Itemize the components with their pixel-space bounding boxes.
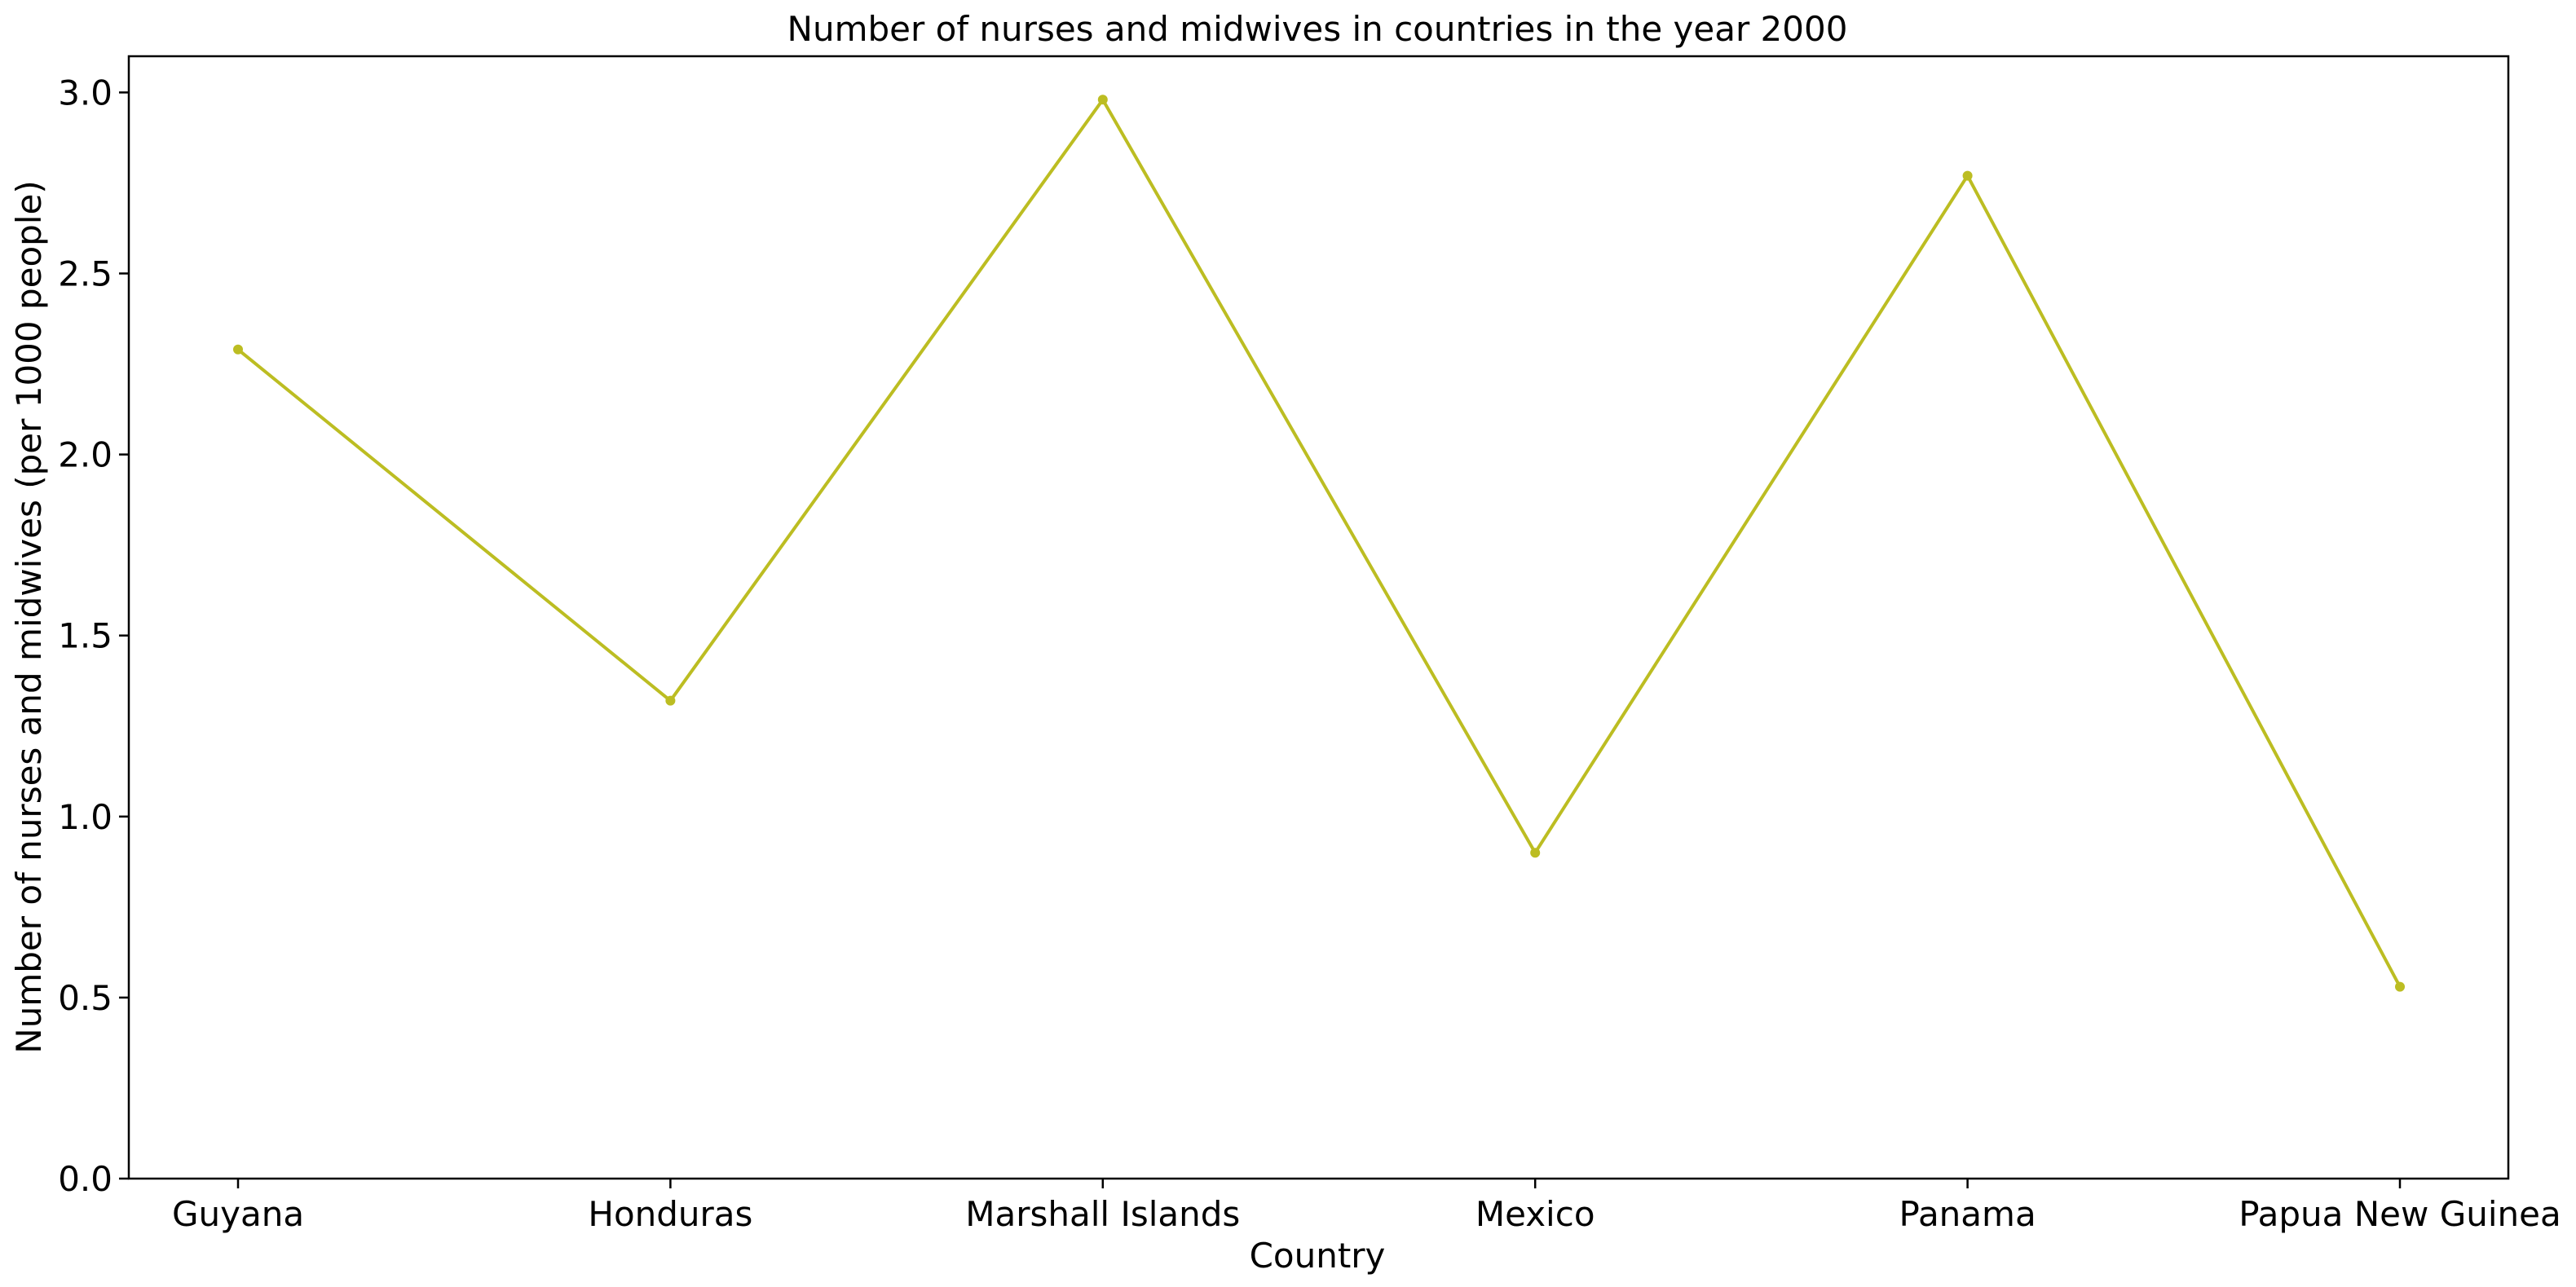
data-point [1097,95,1108,105]
y-tick-label: 2.5 [58,254,112,294]
plot-frame [127,55,2510,1180]
series-line [236,98,2402,988]
x-tick-label: Panama [1899,1194,2036,1234]
y-tick-label: 1.5 [58,616,112,656]
x-axis: Guyana Honduras Marshall Islands Mexico Pana… [172,1179,2561,1234]
series-layer [233,95,2405,992]
x-tick-label: Papua New Guinea [2239,1194,2561,1234]
x-tick-label: Marshall Islands [965,1194,1240,1234]
y-axis: 0.0 0.5 1.0 1.5 2.0 2.5 3.0 [58,73,129,1199]
x-tick-label: Mexico [1475,1194,1595,1234]
y-tick-label: 1.0 [58,797,112,837]
data-point [1530,848,1541,858]
x-axis-label: Country [1250,1236,1386,1276]
plot-area [127,55,2510,1180]
data-point [1962,170,1973,181]
data-point [2395,981,2405,992]
y-axis-label: Number of nurses and midwives (per 1000 … [9,180,49,1053]
data-point [233,344,243,355]
y-tick-label: 0.5 [58,978,112,1018]
x-tick-label: Honduras [588,1194,752,1234]
y-tick-label: 2.0 [58,435,112,475]
chart-title: Number of nurses and midwives in countri… [787,9,1848,49]
x-tick-label: Guyana [172,1194,304,1234]
y-tick-label: 0.0 [58,1159,112,1199]
data-point [665,695,676,706]
y-tick-label: 3.0 [58,73,112,112]
